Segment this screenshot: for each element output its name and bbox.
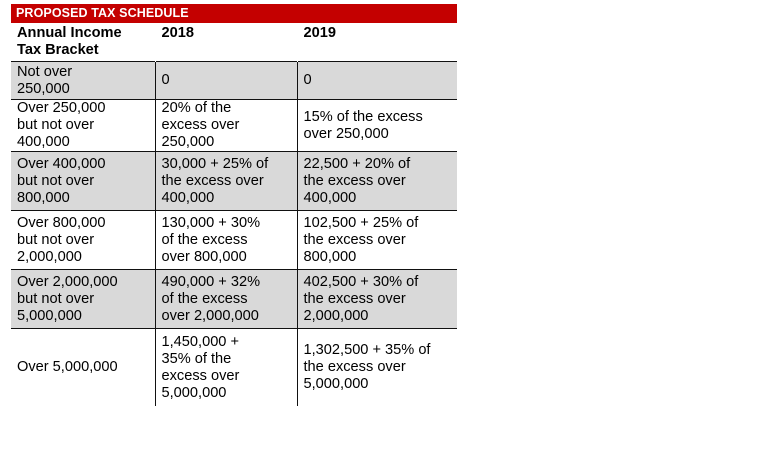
rate-2019-cell: 102,500 + 25% of the excess over 800,000 — [296, 210, 457, 270]
table-row: Not over 250,000 0 0 — [11, 61, 457, 100]
rate-2019-cell: 22,500 + 20% of the excess over 400,000 — [296, 151, 457, 211]
rate-2019-cell: 0 — [296, 61, 457, 100]
bracket-cell: Over 5,000,000 — [11, 328, 155, 406]
rate-2018-cell: 490,000 + 32% of the excess over 2,000,0… — [154, 269, 297, 329]
bracket-cell: Not over 250,000 — [11, 61, 155, 100]
rate-2019-cell: 1,302,500 + 35% of the excess over 5,000… — [296, 328, 457, 406]
header-bracket: Annual Income Tax Bracket — [11, 23, 155, 62]
bracket-cell: Over 250,000 but not over 400,000 — [11, 99, 155, 152]
rate-2018-cell: 20% of the excess over 250,000 — [154, 99, 297, 152]
bracket-cell: Over 400,000 but not over 800,000 — [11, 151, 155, 211]
table-row: Over 2,000,000 but not over 5,000,000 49… — [11, 269, 457, 329]
schedule-title: PROPOSED TAX SCHEDULE — [11, 4, 457, 23]
rate-2018-cell: 1,450,000 + 35% of the excess over 5,000… — [154, 328, 297, 406]
table-row: Over 800,000 but not over 2,000,000 130,… — [11, 210, 457, 270]
rate-2019-cell: 402,500 + 30% of the excess over 2,000,0… — [296, 269, 457, 329]
header-2018: 2018 — [154, 23, 297, 62]
table-row: Over 400,000 but not over 800,000 30,000… — [11, 151, 457, 211]
table-header-row: Annual Income Tax Bracket 2018 2019 — [11, 23, 457, 62]
header-2019: 2019 — [296, 23, 457, 62]
table-row: Over 250,000 but not over 400,000 20% of… — [11, 99, 457, 152]
table-row: Over 5,000,000 1,450,000 + 35% of the ex… — [11, 328, 457, 406]
bracket-cell: Over 800,000 but not over 2,000,000 — [11, 210, 155, 270]
rate-2019-cell: 15% of the excess over 250,000 — [296, 99, 457, 152]
rate-2018-cell: 0 — [154, 61, 297, 100]
tax-schedule-table: Annual Income Tax Bracket 2018 2019 Not … — [11, 23, 457, 406]
bracket-cell: Over 2,000,000 but not over 5,000,000 — [11, 269, 155, 329]
rate-2018-cell: 130,000 + 30% of the excess over 800,000 — [154, 210, 297, 270]
rate-2018-cell: 30,000 + 25% of the excess over 400,000 — [154, 151, 297, 211]
tax-schedule-document: PROPOSED TAX SCHEDULE Annual Income Tax … — [11, 4, 457, 406]
